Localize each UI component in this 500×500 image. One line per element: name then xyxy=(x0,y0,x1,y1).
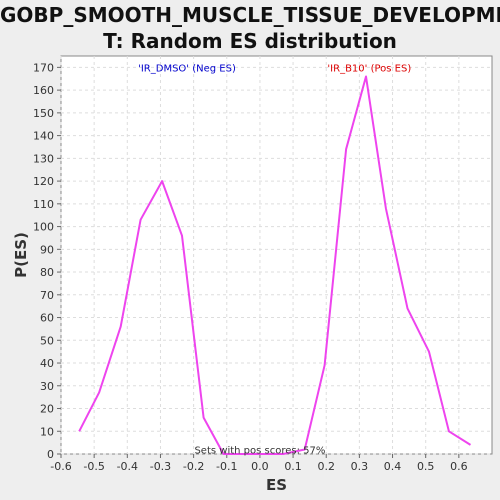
y-tick-label: 160 xyxy=(33,84,54,97)
y-tick-label: 40 xyxy=(40,357,54,370)
x-tick-label: -0.1 xyxy=(216,460,237,473)
annotations-group: 'IR_DMSO' (Neg ES) 'IR_B10' (Pos ES) Sets … xyxy=(138,63,411,456)
y-tick-label: 50 xyxy=(40,334,54,347)
x-tick-label: -0.2 xyxy=(183,460,204,473)
x-tick-label: 0.5 xyxy=(417,460,435,473)
x-axis: -0.6 -0.5 -0.4 -0.3 -0.2 -0.1 0.0 0.1 0.2 0.3 0.4 0… xyxy=(50,454,468,473)
chart-title: GOBP_SMOOTH_MUSCLE_TISSUE_DEVELOPMEN T: … xyxy=(0,2,500,54)
y-tick-label: 90 xyxy=(40,243,54,256)
y-tick-label: 100 xyxy=(33,221,54,234)
x-tick-label: 0.6 xyxy=(450,460,468,473)
y-tick-label: 130 xyxy=(33,152,54,165)
y-tick-label: 140 xyxy=(33,130,54,143)
annotation-label: 'IR_B10' (Pos ES) xyxy=(327,63,411,74)
y-tick-label: 120 xyxy=(33,175,54,188)
y-tick-label: 110 xyxy=(33,198,54,211)
chart-title-line2: T: Random ES distribution xyxy=(103,29,397,53)
annotation-label: Sets with pos scores: 57% xyxy=(194,445,325,456)
y-tick-label: 10 xyxy=(40,425,54,438)
x-tick-label: 0.4 xyxy=(384,460,402,473)
y-tick-label: 80 xyxy=(40,266,54,279)
x-tick-label: -0.5 xyxy=(83,460,104,473)
x-tick-label: 0.0 xyxy=(251,460,269,473)
x-tick-label: -0.4 xyxy=(117,460,138,473)
x-tick-label: -0.3 xyxy=(150,460,171,473)
y-tick-label: 0 xyxy=(47,448,54,461)
chart-title-line1: GOBP_SMOOTH_MUSCLE_TISSUE_DEVELOPMEN xyxy=(0,3,500,27)
series-line xyxy=(78,75,472,455)
y-axis: 0 10 20 30 40 50 60 70 80 90 100 110 120 130 140 150 160… xyxy=(33,61,61,461)
y-tick-label: 150 xyxy=(33,107,54,120)
x-axis-label: ES xyxy=(266,476,287,494)
annotation-label: 'IR_DMSO' (Neg ES) xyxy=(138,63,236,74)
y-tick-label: 20 xyxy=(40,403,54,416)
y-axis-label: P(ES) xyxy=(12,232,30,278)
x-tick-label: 0.2 xyxy=(317,460,335,473)
y-tick-label: 70 xyxy=(40,289,54,302)
y-tick-label: 170 xyxy=(33,61,54,74)
plot-area xyxy=(60,55,493,455)
x-tick-label: 0.1 xyxy=(284,460,302,473)
x-tick-label: 0.3 xyxy=(351,460,369,473)
y-tick-label: 30 xyxy=(40,380,54,393)
grid-lines xyxy=(60,56,492,455)
y-tick-label: 60 xyxy=(40,312,54,325)
x-tick-label: -0.6 xyxy=(50,460,71,473)
series-group xyxy=(78,75,472,455)
